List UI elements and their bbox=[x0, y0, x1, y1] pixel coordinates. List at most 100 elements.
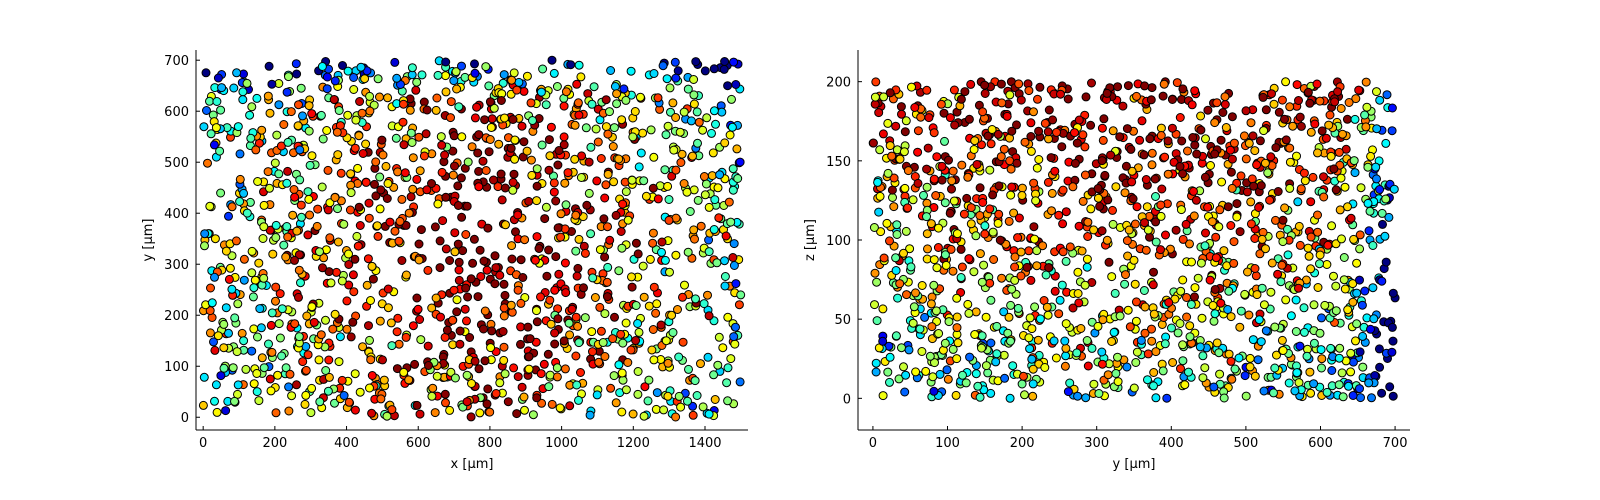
scatter-point bbox=[1051, 353, 1061, 363]
scatter-point bbox=[1309, 379, 1319, 389]
scatter-point bbox=[454, 257, 464, 267]
scatter-point bbox=[1147, 160, 1157, 170]
scatter-point bbox=[601, 180, 611, 190]
scatter-point bbox=[1026, 132, 1036, 141]
scatter-point bbox=[872, 277, 882, 287]
scatter-point bbox=[410, 359, 420, 369]
scatter-point bbox=[433, 70, 443, 80]
scatter-point bbox=[485, 97, 495, 107]
scatter-point bbox=[1149, 381, 1158, 391]
scatter-point bbox=[297, 212, 306, 222]
scatter-point bbox=[1175, 162, 1185, 171]
scatter-point bbox=[1180, 380, 1190, 390]
scatter-point bbox=[253, 332, 262, 342]
scatter-point bbox=[1108, 205, 1117, 215]
scatter-point bbox=[513, 210, 523, 220]
scatter-point bbox=[424, 361, 433, 370]
scatter-point bbox=[1029, 107, 1038, 117]
y-tick-label: 0 bbox=[181, 411, 189, 426]
scatter-point bbox=[1377, 388, 1387, 398]
scatter-point bbox=[1319, 192, 1329, 202]
scatter-point bbox=[501, 220, 510, 230]
scatter-point bbox=[1163, 136, 1173, 146]
scatter-point bbox=[241, 364, 251, 374]
scatter-point bbox=[279, 120, 289, 129]
scatter-point bbox=[663, 391, 673, 401]
scatter-point bbox=[940, 136, 949, 146]
scatter-point bbox=[623, 358, 633, 367]
scatter-point bbox=[1171, 225, 1181, 235]
scatter-point bbox=[885, 141, 895, 151]
scatter-point bbox=[996, 79, 1006, 89]
scatter-point bbox=[900, 387, 910, 397]
scatter-point bbox=[201, 68, 211, 78]
scatter-point bbox=[1041, 270, 1051, 280]
scatter-point bbox=[1078, 196, 1088, 206]
scatter-point bbox=[1093, 193, 1103, 203]
scatter-point bbox=[570, 154, 580, 164]
scatter-point bbox=[601, 95, 611, 105]
scatter-point bbox=[306, 408, 316, 418]
scatter-point bbox=[1334, 353, 1344, 363]
scatter-point bbox=[904, 345, 914, 355]
scatter-point bbox=[454, 102, 464, 112]
scatter-point bbox=[671, 412, 681, 422]
scatter-point bbox=[1016, 247, 1026, 257]
scatter-point bbox=[352, 231, 362, 241]
x-tick-label: 200 bbox=[1010, 436, 1035, 451]
scatter-point bbox=[648, 228, 658, 238]
scatter-point bbox=[601, 122, 611, 132]
scatter-point bbox=[350, 254, 360, 264]
scatter-point bbox=[483, 223, 493, 233]
scatter-point bbox=[1099, 114, 1109, 124]
scatter-point bbox=[685, 207, 695, 216]
scatter-point bbox=[1060, 361, 1070, 371]
scatter-point bbox=[1266, 152, 1276, 162]
scatter-point bbox=[1060, 336, 1070, 346]
scatter-point bbox=[1008, 361, 1018, 371]
scatter-point bbox=[1139, 150, 1149, 160]
scatter-point bbox=[729, 239, 739, 249]
scatter-point bbox=[247, 246, 257, 256]
scatter-point bbox=[296, 278, 305, 288]
scatter-point bbox=[949, 85, 959, 95]
scatter-point bbox=[267, 347, 277, 357]
scatter-point bbox=[461, 230, 471, 239]
scatter-point bbox=[596, 326, 606, 336]
scatter-point bbox=[330, 309, 340, 319]
scatter-point bbox=[364, 198, 374, 208]
scatter-point bbox=[959, 209, 969, 219]
scatter-point bbox=[683, 247, 693, 257]
scatter-point bbox=[1182, 312, 1192, 322]
scatter-point bbox=[651, 308, 661, 318]
scatter-point bbox=[1006, 336, 1015, 346]
scatter-point bbox=[1173, 328, 1183, 338]
scatter-point bbox=[605, 235, 615, 245]
scatter-point bbox=[455, 326, 465, 336]
scatter-point bbox=[354, 131, 364, 141]
scatter-point bbox=[478, 156, 488, 166]
scatter-point bbox=[619, 84, 629, 94]
scatter-point bbox=[1097, 156, 1107, 166]
scatter-point bbox=[1004, 312, 1014, 322]
scatter-point bbox=[594, 357, 604, 367]
scatter-points bbox=[198, 55, 746, 422]
scatter-point bbox=[1189, 186, 1198, 196]
scatter-point bbox=[1212, 98, 1222, 108]
scatter-point bbox=[476, 272, 486, 281]
x-tick-label: 0 bbox=[199, 436, 207, 451]
scatter-point bbox=[645, 254, 655, 264]
scatter-point bbox=[1156, 200, 1166, 210]
scatter-point bbox=[217, 83, 227, 93]
scatter-point bbox=[1209, 316, 1219, 326]
scatter-point bbox=[268, 249, 278, 259]
scatter-point bbox=[893, 293, 903, 303]
scatter-point bbox=[482, 265, 492, 275]
scatter-point bbox=[611, 210, 621, 220]
scatter-point bbox=[462, 397, 472, 407]
scatter-point bbox=[490, 251, 500, 261]
scatter-point bbox=[305, 160, 315, 170]
scatter-point bbox=[870, 300, 879, 310]
scatter-point bbox=[1344, 381, 1353, 391]
scatter-point bbox=[679, 107, 689, 117]
